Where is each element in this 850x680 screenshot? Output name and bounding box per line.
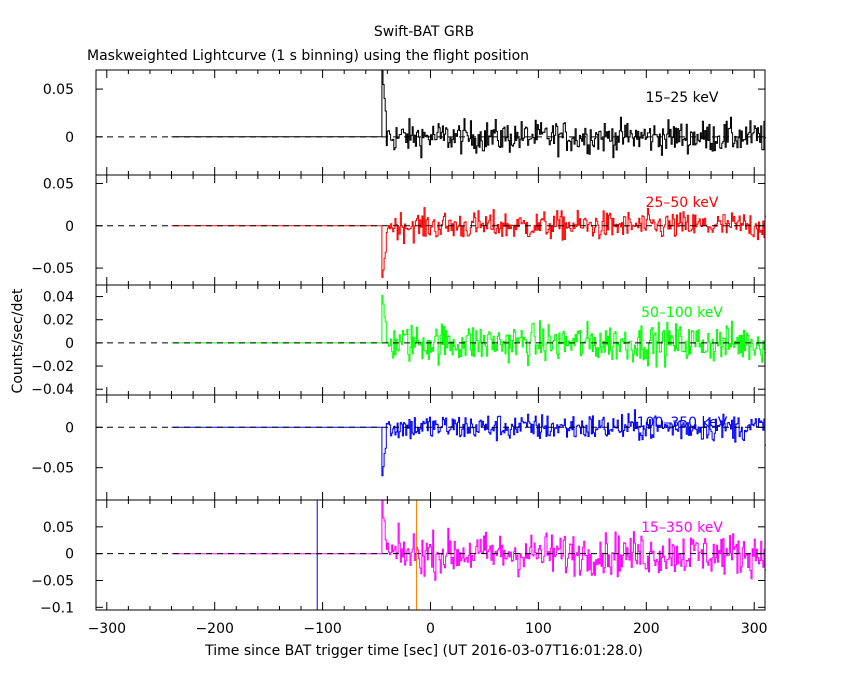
x-tick-label: 100 bbox=[525, 621, 552, 637]
band-label: 15–350 keV bbox=[641, 520, 723, 536]
panel-frame bbox=[95, 499, 766, 611]
chart-subtitle: Maskweighted Lightcurve (1 s binning) us… bbox=[87, 48, 529, 64]
y-tick-label: 0 bbox=[65, 336, 74, 352]
y-tick-label: −0.05 bbox=[31, 461, 74, 477]
panel-frame bbox=[95, 69, 766, 176]
y-tick-label: −0.1 bbox=[40, 600, 74, 616]
band-label: 25–50 keV bbox=[646, 195, 719, 211]
y-tick-label: 0 bbox=[65, 547, 74, 563]
x-tick-label: −300 bbox=[88, 621, 126, 637]
series-line bbox=[171, 409, 767, 477]
band-label: 50–100 keV bbox=[641, 305, 723, 321]
x-tick-label: −100 bbox=[303, 621, 341, 637]
y-tick-label: 0.02 bbox=[43, 313, 74, 329]
panel-15-25-kev: 0 0.05 15–25 keV bbox=[43, 69, 767, 176]
chart-title: Swift-BAT GRB bbox=[374, 24, 474, 40]
y-axis-label: Counts/sec/det bbox=[10, 288, 26, 393]
series-line bbox=[171, 499, 767, 581]
x-tick-label: 200 bbox=[633, 621, 660, 637]
x-axis-label: Time since BAT trigger time [sec] (UT 20… bbox=[204, 643, 643, 659]
y-tick-label: 0.05 bbox=[43, 520, 74, 536]
panel-50-100-kev: −0.04 −0.02 0 0.02 0.04 50–100 keV bbox=[31, 284, 767, 398]
y-tick-label: −0.02 bbox=[31, 359, 74, 375]
panel-15-350-kev: −0.1 −0.05 0 0.05 15–350 keV bbox=[31, 499, 767, 616]
y-tick-label: 0.04 bbox=[43, 290, 74, 306]
panel-100-350-kev: −0.05 0 100–350 keV bbox=[31, 394, 767, 501]
series-line bbox=[171, 207, 767, 278]
x-tick-label: −200 bbox=[195, 621, 233, 637]
y-tick-label: 0.05 bbox=[43, 176, 74, 192]
panel-25-50-kev: −0.05 0 0.05 25–50 keV bbox=[31, 174, 767, 286]
x-tick-label: 300 bbox=[741, 621, 768, 637]
panel-frame bbox=[95, 394, 766, 501]
y-tick-label: 0 bbox=[65, 420, 74, 436]
y-tick-label: −0.04 bbox=[31, 382, 74, 398]
y-tick-label: −0.05 bbox=[31, 573, 74, 589]
series-line bbox=[171, 294, 767, 368]
x-tick-label: 0 bbox=[426, 621, 435, 637]
y-tick-label: 0 bbox=[65, 130, 74, 146]
y-tick-label: 0 bbox=[65, 219, 74, 235]
band-label: 15–25 keV bbox=[646, 90, 719, 106]
y-tick-label: −0.05 bbox=[31, 261, 74, 277]
y-tick-label: 0.05 bbox=[43, 82, 74, 98]
band-label: 100–350 keV bbox=[637, 415, 728, 431]
series-line bbox=[171, 69, 767, 159]
